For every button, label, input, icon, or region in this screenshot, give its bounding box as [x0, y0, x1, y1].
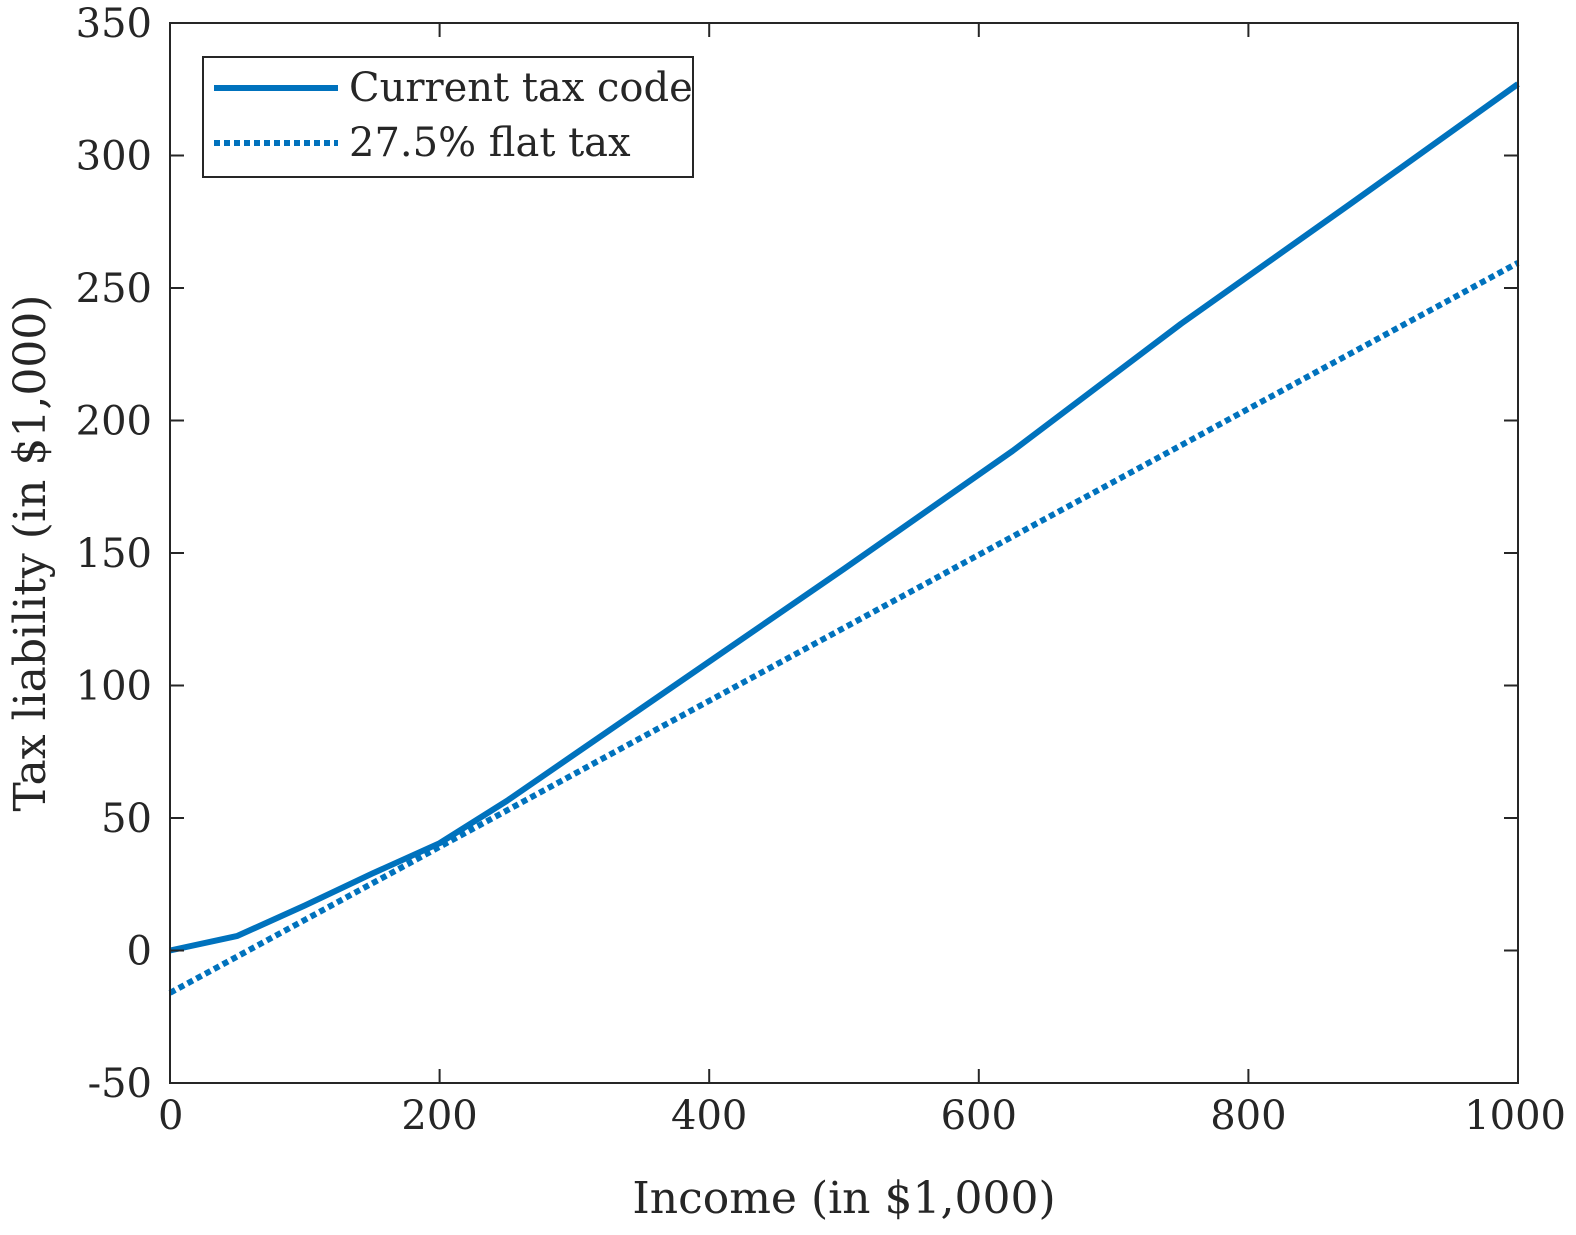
y-tick-label: 350	[76, 1, 152, 47]
y-tick-label: 250	[76, 266, 152, 312]
y-tick-label: 300	[76, 134, 152, 180]
x-axis-label: Income (in $1,000)	[632, 1173, 1055, 1224]
x-tick-label: 600	[941, 1093, 1017, 1139]
x-tick-label: 800	[1210, 1093, 1286, 1139]
y-tick-label: 100	[76, 664, 152, 710]
x-tick-label: 400	[671, 1093, 747, 1139]
series-line-0	[169, 81, 1520, 954]
plot-background	[170, 23, 1518, 1083]
y-tick-label: 200	[76, 399, 152, 445]
legend-box	[202, 56, 694, 178]
series-line-1	[168, 260, 1520, 996]
legend: Current tax code 27.5% flat tax	[202, 56, 694, 178]
y-tick-label: 50	[101, 796, 152, 842]
tick-layer: 0 200 400 600 800 1000-5005010015020025030035…	[76, 1, 1566, 1139]
x-tick-label: 200	[401, 1093, 477, 1139]
y-tick-label: 150	[76, 531, 152, 577]
y-axis-label: Tax liability (in $1,000)	[5, 295, 56, 812]
x-tick-label: 1000	[1464, 1093, 1566, 1139]
legend-label-flat-tax: 27.5% flat tax	[349, 120, 631, 166]
legend-label-current-tax-code: Current tax code	[349, 65, 693, 111]
y-tick-label: -50	[88, 1061, 152, 1107]
x-tick-label: 0	[158, 1093, 183, 1139]
y-tick-label: 0	[127, 929, 152, 975]
series-layer	[168, 81, 1520, 996]
